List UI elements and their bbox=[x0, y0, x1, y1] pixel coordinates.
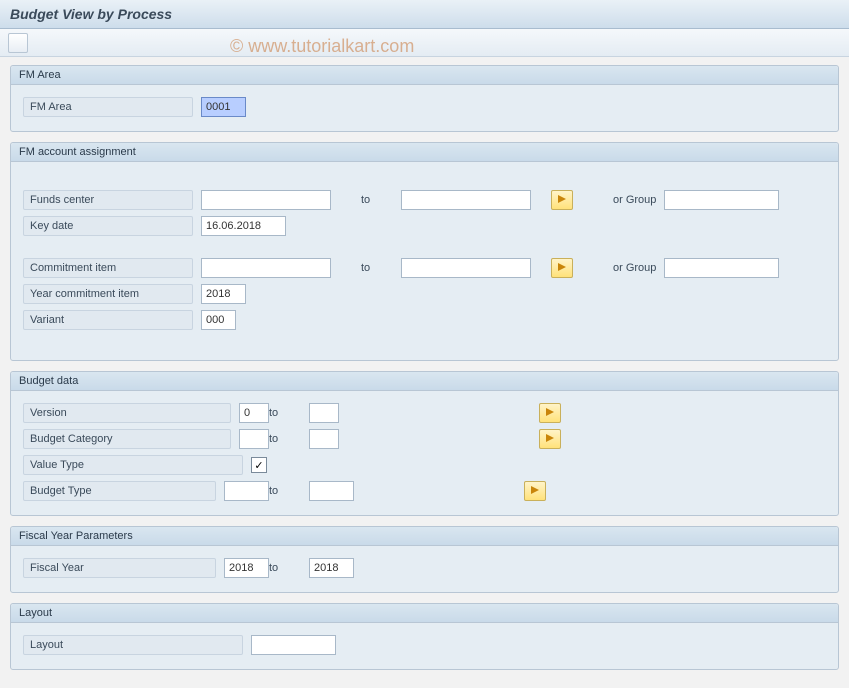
group-header-fm-area: FM Area bbox=[11, 66, 838, 85]
label-fm-area: FM Area bbox=[23, 97, 193, 117]
input-budget-type-from[interactable] bbox=[224, 481, 269, 501]
input-fm-area[interactable] bbox=[201, 97, 246, 117]
multi-select-version[interactable] bbox=[539, 403, 561, 423]
label-layout: Layout bbox=[23, 635, 243, 655]
label-value-type: Value Type bbox=[23, 455, 243, 475]
multi-select-budget-category[interactable] bbox=[539, 429, 561, 449]
to-label: to bbox=[361, 194, 391, 206]
group-fm-area: FM Area FM Area bbox=[10, 65, 839, 132]
label-fiscal-year: Fiscal Year bbox=[23, 558, 216, 578]
arrow-right-icon bbox=[556, 261, 568, 276]
group-budget-data: Budget data Version to B bbox=[10, 371, 839, 516]
input-layout[interactable] bbox=[251, 635, 336, 655]
input-budget-category-from[interactable] bbox=[239, 429, 269, 449]
input-fiscal-year-to[interactable] bbox=[309, 558, 354, 578]
label-key-date: Key date bbox=[23, 216, 193, 236]
to-label: to bbox=[361, 262, 391, 274]
group-header-fiscal-year: Fiscal Year Parameters bbox=[11, 527, 838, 546]
input-version-to[interactable] bbox=[309, 403, 339, 423]
input-key-date[interactable] bbox=[201, 216, 286, 236]
label-budget-type: Budget Type bbox=[23, 481, 216, 501]
execute-button[interactable] bbox=[8, 33, 28, 53]
to-label: to bbox=[269, 433, 299, 445]
label-year-commitment-item: Year commitment item bbox=[23, 284, 193, 304]
input-commitment-item-from[interactable] bbox=[201, 258, 331, 278]
group-header-layout: Layout bbox=[11, 604, 838, 623]
to-label: to bbox=[269, 407, 299, 419]
input-year-commitment-item[interactable] bbox=[201, 284, 246, 304]
input-budget-category-to[interactable] bbox=[309, 429, 339, 449]
label-variant: Variant bbox=[23, 310, 193, 330]
label-funds-center: Funds center bbox=[23, 190, 193, 210]
page-title: Budget View by Process bbox=[0, 0, 849, 29]
label-commitment-item: Commitment item bbox=[23, 258, 193, 278]
arrow-right-icon bbox=[544, 406, 556, 421]
group-fm-account: FM account assignment Funds center to or… bbox=[10, 142, 839, 361]
input-commitment-item-group[interactable] bbox=[664, 258, 779, 278]
label-budget-category: Budget Category bbox=[23, 429, 231, 449]
input-funds-center-from[interactable] bbox=[201, 190, 331, 210]
input-funds-center-group[interactable] bbox=[664, 190, 779, 210]
multi-select-commitment-item[interactable] bbox=[551, 258, 573, 278]
input-budget-type-to[interactable] bbox=[309, 481, 354, 501]
group-header-fm-account: FM account assignment bbox=[11, 143, 838, 162]
arrow-right-icon bbox=[556, 193, 568, 208]
group-fiscal-year: Fiscal Year Parameters Fiscal Year to bbox=[10, 526, 839, 593]
input-funds-center-to[interactable] bbox=[401, 190, 531, 210]
input-version-from[interactable] bbox=[239, 403, 269, 423]
multi-select-funds-center[interactable] bbox=[551, 190, 573, 210]
input-fiscal-year-from[interactable] bbox=[224, 558, 269, 578]
to-label: to bbox=[269, 562, 299, 574]
multi-select-budget-type[interactable] bbox=[524, 481, 546, 501]
content-area: FM Area FM Area FM account assignment Fu… bbox=[0, 57, 849, 688]
input-variant[interactable] bbox=[201, 310, 236, 330]
input-commitment-item-to[interactable] bbox=[401, 258, 531, 278]
or-group-label: or Group bbox=[613, 262, 656, 274]
group-layout: Layout Layout bbox=[10, 603, 839, 670]
label-version: Version bbox=[23, 403, 231, 423]
arrow-right-icon bbox=[529, 484, 541, 499]
toolbar bbox=[0, 29, 849, 57]
arrow-right-icon bbox=[544, 432, 556, 447]
group-header-budget-data: Budget data bbox=[11, 372, 838, 391]
checkbox-value-type[interactable]: ✓ bbox=[251, 457, 267, 473]
to-label: to bbox=[269, 485, 299, 497]
or-group-label: or Group bbox=[613, 194, 656, 206]
